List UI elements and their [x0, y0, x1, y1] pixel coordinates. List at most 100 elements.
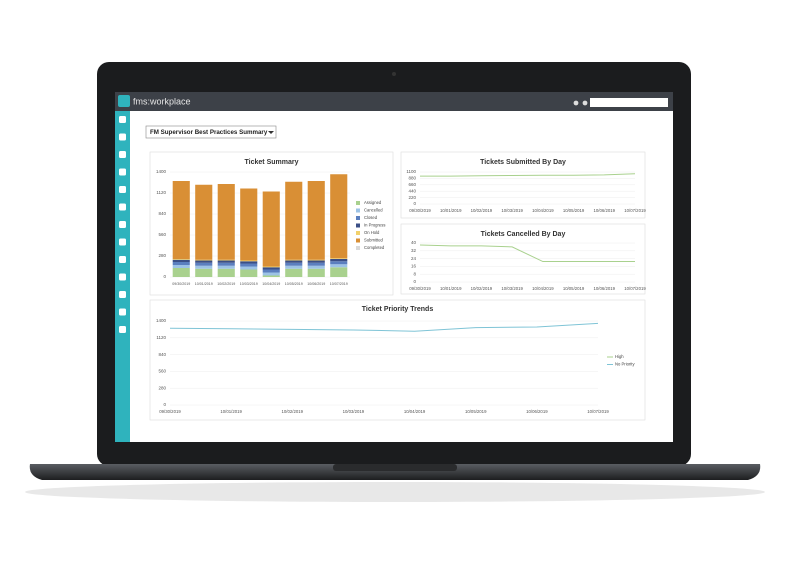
y-tick-label: 560	[158, 369, 166, 374]
sidebar-icon[interactable]	[119, 221, 126, 228]
x-tick-label: 09/30/2019	[409, 208, 431, 213]
y-tick-label: 24	[411, 256, 417, 261]
legend-swatch	[356, 216, 360, 220]
chart-title: Tickets Submitted By Day	[480, 159, 566, 166]
legend-label: Cancelled	[364, 208, 383, 213]
legend-label: High	[615, 354, 624, 359]
sidebar-icon[interactable]	[119, 133, 126, 141]
x-tick-label: 10/05/2019	[563, 208, 585, 213]
sidebar-icon[interactable]	[119, 308, 126, 316]
sidebar-icon[interactable]	[119, 273, 126, 281]
bar-segment	[307, 262, 325, 266]
laptop-base	[29, 464, 761, 480]
bar-segment	[307, 268, 325, 277]
x-tick-label: 10/06/2019	[307, 282, 325, 286]
bar-segment	[240, 188, 258, 261]
bar-segment	[172, 268, 190, 277]
x-tick-label: 10/07/2019	[587, 409, 609, 414]
bar-segment	[172, 181, 190, 259]
dashboard-dropdown[interactable]	[145, 125, 277, 139]
bar-segment	[285, 259, 303, 261]
bar-segment	[195, 262, 213, 266]
y-tick-label: 440	[408, 188, 416, 193]
x-tick-label: 10/06/2019	[594, 208, 616, 213]
bar-segment	[262, 272, 280, 276]
legend-label: No Priority	[615, 362, 635, 367]
chart-title: Ticket Priority Trends	[362, 306, 434, 313]
sidebar-icon[interactable]	[119, 326, 126, 333]
y-tick-label: 8	[413, 271, 416, 276]
y-tick-label: 280	[158, 385, 166, 390]
bar-segment	[262, 269, 280, 273]
user-icon[interactable]	[573, 100, 579, 106]
line-series	[419, 244, 635, 263]
y-tick-label: 32	[411, 248, 417, 253]
bar-segment	[217, 184, 235, 260]
line-series	[420, 173, 636, 177]
search-box[interactable]	[590, 98, 668, 107]
bar-segment	[172, 265, 190, 268]
x-tick-label: 10/05/2019	[465, 409, 487, 414]
x-tick-label: 10/04/2019	[532, 208, 554, 213]
y-tick-label: 880	[408, 176, 416, 181]
settings-icon[interactable]	[582, 100, 588, 106]
x-tick-label: 10/01/2019	[220, 409, 242, 414]
x-tick-label: 10/01/2019	[195, 282, 213, 286]
y-tick-label: 560	[158, 232, 166, 237]
y-tick-label: 1100	[406, 169, 416, 174]
bar-segment	[330, 174, 348, 259]
x-tick-label: 10/02/2019	[282, 409, 304, 414]
camera	[392, 72, 396, 76]
bar-segment	[330, 258, 348, 259]
bar-segment	[195, 265, 213, 269]
sidebar-icon[interactable]	[119, 116, 126, 123]
sidebar-icon[interactable]	[119, 168, 126, 176]
bar-segment	[240, 263, 258, 267]
bar-segment	[195, 259, 213, 261]
sidebar-icon[interactable]	[119, 203, 126, 211]
chart-title: Ticket Summary	[245, 159, 299, 166]
x-tick-label: 10/06/2019	[526, 409, 548, 414]
x-tick-label: 10/02/2019	[471, 286, 493, 291]
bar-segment	[172, 262, 190, 265]
panel	[400, 223, 646, 295]
bar-segment	[262, 266, 280, 268]
chart-title: Tickets Cancelled By Day	[481, 231, 566, 238]
bar-segment	[285, 262, 303, 266]
x-tick-label: 10/05/2019	[563, 286, 585, 291]
bar-segment	[217, 259, 235, 261]
legend-label: Assigned	[364, 200, 382, 205]
y-tick-label: 660	[408, 182, 416, 187]
y-tick-label: 280	[158, 253, 166, 258]
x-tick-label: 10/04/2019	[404, 409, 426, 414]
bar-segment	[172, 259, 190, 262]
sidebar-icon[interactable]	[119, 291, 126, 298]
app-header	[115, 92, 673, 111]
y-tick-label: 16	[411, 264, 417, 269]
bar-segment	[285, 265, 303, 269]
legend-swatch	[356, 246, 360, 250]
laptop-notch	[333, 464, 457, 471]
sidebar-icon[interactable]	[119, 256, 126, 263]
legend-swatch	[356, 201, 360, 205]
x-tick-label: 10/03/2019	[501, 286, 523, 291]
x-tick-label: 10/06/2019	[594, 286, 616, 291]
legend-swatch	[356, 223, 360, 228]
line-series	[169, 322, 599, 332]
x-tick-label: 10/03/2019	[343, 409, 365, 414]
bar-segment	[172, 259, 190, 260]
x-tick-label: 10/01/2019	[440, 286, 462, 291]
bar-segment	[195, 268, 213, 277]
bar-segment	[262, 275, 280, 277]
sidebar-icon[interactable]	[119, 238, 126, 246]
bar-segment	[262, 191, 280, 267]
sidebar-icon[interactable]	[119, 151, 126, 158]
bar-segment	[240, 266, 258, 270]
legend-swatch	[356, 208, 360, 213]
y-tick-label: 1400	[156, 318, 167, 323]
bar-segment	[285, 181, 303, 260]
sidebar-icon[interactable]	[119, 186, 126, 193]
x-tick-label: 09/30/2019	[159, 409, 181, 414]
